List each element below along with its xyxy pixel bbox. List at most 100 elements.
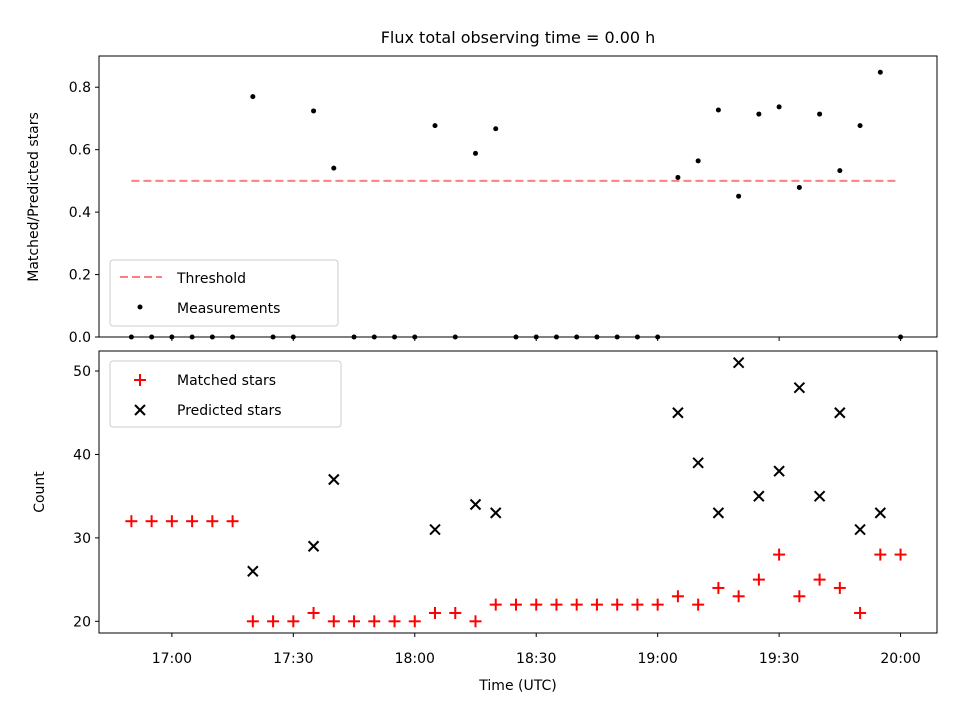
top-y-tick-label: 0.0 <box>69 330 91 346</box>
matched-star-point <box>145 515 158 528</box>
matched-star-point <box>429 606 442 619</box>
bottom-y-tick-label: 20 <box>73 614 91 630</box>
top-panel: 0.00.20.40.60.8 Matched/Predicted stars … <box>26 55 938 346</box>
matched-star-point <box>833 581 846 594</box>
predicted-star-point <box>732 356 745 369</box>
measurement-point <box>311 108 317 114</box>
matched-star-point <box>307 606 320 619</box>
matched-star-point <box>590 598 603 611</box>
top-x-ticks <box>171 337 902 341</box>
legend-matched-label: Matched stars <box>177 373 276 389</box>
matched-star-point <box>550 598 563 611</box>
bottom-panel: 20 30 40 50 17:00 17:30 18:00 18:30 19:00 19:30 2… <box>32 350 938 694</box>
measurement-point <box>736 193 742 199</box>
matched-star-point <box>752 573 765 586</box>
measurement-point <box>250 94 256 100</box>
measurement-point <box>493 126 499 132</box>
legend-matched-swatch <box>134 374 146 386</box>
top-axes-frame <box>98 55 938 338</box>
predicted-star-point <box>307 540 320 552</box>
matched-star-point <box>793 590 806 603</box>
matched-star-point <box>186 515 199 528</box>
matched-star-point <box>368 615 381 628</box>
matched-star-point <box>489 598 502 611</box>
measurement-point <box>837 168 843 174</box>
top-legend: Threshold Measurements <box>109 259 339 327</box>
top-y-tick-label: 0.2 <box>69 268 91 284</box>
matched-star-point <box>287 615 300 628</box>
measurement-point <box>675 174 681 180</box>
predicted-star-point <box>490 507 502 519</box>
matched-star-point <box>509 598 522 611</box>
matched-star-point <box>408 615 421 628</box>
predicted-star-point <box>793 382 806 394</box>
predicted-star-point <box>672 407 684 419</box>
measurement-point <box>715 107 721 113</box>
legend-predicted-swatch <box>134 404 146 416</box>
measurement-point <box>331 165 337 171</box>
matched-star-point <box>631 598 644 611</box>
bottom-x-axis-label: Time (UTC) <box>478 678 556 694</box>
bottom-x-tick-label: 17:00 <box>152 651 192 667</box>
matched-star-point <box>348 615 361 628</box>
measurement-point <box>877 69 883 75</box>
top-y-tick-label: 0.6 <box>69 143 91 159</box>
predicted-star-point <box>712 507 725 519</box>
matched-star-point <box>712 581 725 594</box>
matched-star-point <box>125 515 138 528</box>
matched-star-point <box>854 606 867 619</box>
matched-star-point <box>813 573 826 586</box>
matched-star-point <box>226 515 239 528</box>
bottom-x-tick-label: 17:30 <box>273 651 313 667</box>
bottom-y-tick-label: 30 <box>73 531 91 547</box>
predicted-star-point <box>469 498 482 511</box>
legend-measurements-swatch <box>137 304 143 310</box>
bottom-x-tick-label: 18:30 <box>516 651 556 667</box>
predicted-star-point <box>773 465 785 477</box>
measurement-point <box>817 111 823 117</box>
matched-star-point <box>246 615 259 628</box>
bottom-plot-area <box>125 356 907 628</box>
bottom-x-ticks: 17:00 17:30 18:00 18:30 19:00 19:30 20:00 <box>152 633 921 667</box>
predicted-star-point <box>247 565 259 577</box>
chart-title: Flux total observing time = 0.00 h <box>381 28 656 47</box>
predicted-star-point <box>753 490 765 502</box>
matched-star-point <box>388 615 401 628</box>
predicted-star-point <box>813 490 826 502</box>
matched-star-point <box>874 548 887 561</box>
bottom-axes-frame <box>98 350 938 634</box>
bottom-x-tick-label: 19:30 <box>759 651 799 667</box>
matched-star-point <box>732 590 745 603</box>
matched-star-point <box>894 548 907 561</box>
top-y-axis-label: Matched/Predicted stars <box>26 112 42 282</box>
bottom-y-axis-label: Count <box>32 471 48 513</box>
matched-star-point <box>530 598 543 611</box>
measurement-point <box>432 123 438 129</box>
bottom-y-tick-label: 40 <box>73 447 91 463</box>
predicted-star-point <box>692 457 704 469</box>
measurement-point <box>796 184 802 190</box>
top-y-tick-label: 0.4 <box>69 205 91 221</box>
bottom-legend-box <box>109 360 342 428</box>
legend-predicted-label: Predicted stars <box>177 403 282 419</box>
matched-star-point <box>651 598 664 611</box>
matched-star-point <box>671 590 684 603</box>
matched-star-point <box>773 548 786 561</box>
matched-star-point <box>267 615 280 628</box>
measurement-point <box>695 158 701 164</box>
predicted-star-point <box>429 523 441 536</box>
legend-measurements-label: Measurements <box>177 301 280 317</box>
bottom-x-tick-label: 18:00 <box>395 651 435 667</box>
predicted-star-point <box>854 523 866 536</box>
matched-star-point <box>327 615 340 628</box>
legend-threshold-label: Threshold <box>176 271 246 287</box>
predicted-star-point <box>328 473 340 486</box>
matched-star-point <box>469 615 482 628</box>
bottom-x-tick-label: 19:00 <box>637 651 677 667</box>
top-y-tick-label: 0.8 <box>69 80 91 96</box>
predicted-star-point <box>834 407 846 419</box>
top-legend-box <box>109 259 339 327</box>
measurement-point <box>857 123 863 129</box>
bottom-x-tick-label: 20:00 <box>880 651 920 667</box>
